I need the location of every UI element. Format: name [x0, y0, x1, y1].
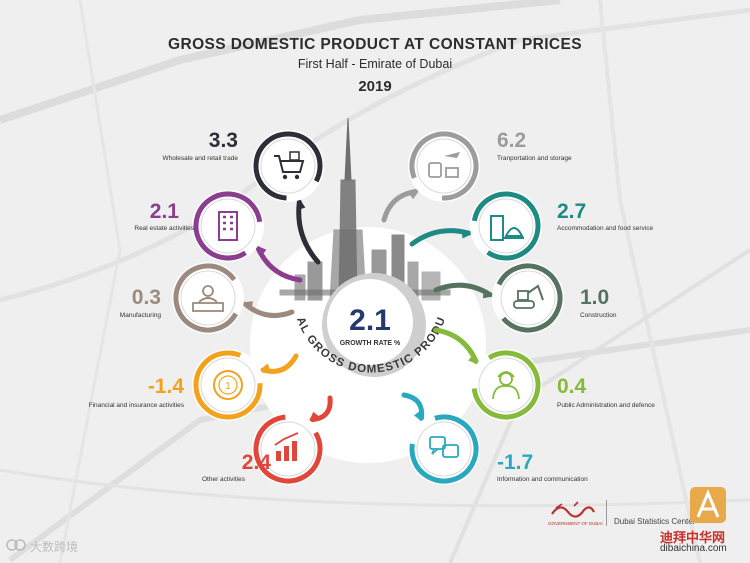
sector-ring — [193, 191, 263, 261]
sector-wholesale — [252, 130, 324, 265]
sector-construction — [433, 262, 564, 334]
sector-label-manufacturing: Manufacturing — [119, 312, 161, 319]
sector-ring — [493, 263, 563, 333]
sector-value-realestate: 2.1 — [149, 200, 179, 223]
center-growth-caption: GROWTH RATE % — [340, 340, 401, 347]
official-icon — [492, 371, 520, 400]
sector-label-accommodation: Accommodation and food service — [557, 225, 654, 232]
government-logo — [551, 501, 595, 518]
sector-value-wholesale: 3.3 — [208, 129, 238, 152]
sector-label-public-admin: Public Administration and defence — [557, 402, 655, 409]
sector-ring — [409, 414, 479, 484]
sector-ring — [253, 131, 323, 201]
chat-icon — [429, 436, 459, 458]
sector-value-construction: 1.0 — [580, 286, 610, 309]
bar-chart-icon — [274, 432, 299, 461]
sector-ring — [409, 131, 479, 201]
sector-inner — [478, 198, 534, 254]
svg-text:1: 1 — [225, 381, 231, 392]
sector-public-admin — [433, 327, 542, 421]
sector-label-construction: Construction — [580, 312, 617, 319]
sector-inner — [260, 138, 316, 194]
sector-label-wholesale: Wholesale and retail trade — [162, 155, 238, 162]
sector-arrowhead — [482, 290, 499, 299]
sector-label-financial: Financial and insurance activities — [88, 402, 184, 409]
sector-ring — [471, 191, 541, 261]
factory-worker-icon — [192, 285, 224, 312]
transport-icon — [428, 152, 460, 178]
sector-value-public-admin: 0.4 — [557, 375, 587, 398]
brand-logo-icon — [690, 487, 726, 523]
watermark-label: 大数跨境 — [30, 540, 79, 554]
sector-value-manufacturing: 0.3 — [131, 286, 161, 309]
sector-value-other: 2.4 — [241, 451, 271, 474]
sector-label-other: Other activities — [202, 476, 245, 483]
sector-other — [252, 395, 333, 485]
footer-divider — [606, 500, 607, 526]
sector-label-transport: Tranportation and storage — [497, 155, 572, 162]
center-growth-value: 2.1 — [349, 304, 391, 337]
sector-financial: 1 — [192, 349, 299, 421]
sector-inner — [416, 138, 472, 194]
shopping-cart-icon — [274, 151, 305, 180]
sector-value-accommodation: 2.7 — [557, 200, 587, 223]
center-disk — [327, 279, 413, 365]
page-title: GROSS DOMESTIC PRODUCT AT CONSTANT PRICE… — [168, 36, 582, 53]
website-label: dibaichina.com — [660, 543, 727, 554]
sector-value-financial: -1.4 — [147, 375, 184, 398]
sector-accommodation — [409, 190, 542, 262]
excavator-icon — [513, 284, 544, 309]
watermark-logo-icon — [6, 539, 26, 551]
sector-label-information: Information and communication — [497, 476, 588, 483]
sector-ring — [173, 263, 243, 333]
sector-transport — [381, 130, 480, 223]
sector-ring — [193, 350, 263, 420]
sector-information — [401, 392, 480, 485]
sector-ring — [253, 414, 323, 484]
sector-inner — [200, 198, 256, 254]
page-subtitle: First Half - Emirate of Dubai — [297, 57, 453, 71]
sector-value-information: -1.7 — [497, 451, 534, 474]
coin-icon: 1 — [213, 370, 243, 400]
sector-manufacturing — [172, 262, 295, 334]
year-label: 2019 — [358, 78, 392, 95]
dsc-label: Dubai Statistics Center — [614, 517, 696, 526]
sector-value-transport: 6.2 — [497, 129, 527, 152]
sector-label-realestate: Real estate activities — [134, 225, 194, 232]
brand-name-cn: 迪拜中华网 — [660, 530, 726, 545]
sector-ring — [471, 350, 541, 420]
building-icon — [218, 211, 238, 241]
government-label: GOVERNMENT OF DUBAI — [548, 521, 603, 526]
hotel-icon — [490, 215, 524, 241]
sector-inner — [200, 357, 256, 413]
sector-realestate — [192, 190, 303, 283]
